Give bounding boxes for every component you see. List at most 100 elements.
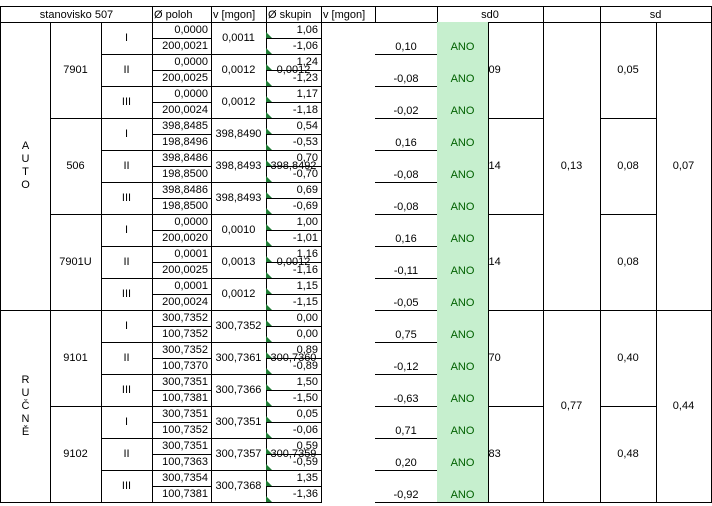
angle-face-2: 100,7363 — [152, 454, 212, 471]
angle-face-2: 100,7370 — [152, 358, 212, 375]
oprava-v-skupin: -0,05 — [375, 278, 438, 311]
angle-face-2: 198,8496 — [152, 134, 212, 151]
oprava-v-2: 0,00 — [266, 326, 322, 343]
header-oprava-v-skupin: v [mgon] — [321, 6, 376, 23]
oprava-v-skupin: 0,16 — [375, 214, 438, 247]
oprava-v-1: 1,50 — [266, 374, 322, 391]
series-roman: III — [101, 374, 153, 407]
header-gap — [543, 6, 601, 23]
target-sd: 0,08 — [600, 118, 657, 215]
angle-face-1: 0,0000 — [152, 22, 212, 39]
status-ano: ANO — [437, 182, 489, 215]
header-sd0: sd0 — [437, 6, 544, 23]
status-ano: ANO — [437, 310, 489, 343]
group-sd0: 0,77 — [543, 310, 601, 503]
oprava-v-skupin: -0,02 — [375, 86, 438, 119]
series-roman: III — [101, 86, 153, 119]
target-sd: 0,08 — [600, 214, 657, 311]
angle-face-2: 200,0021 — [152, 38, 212, 55]
angle-face-2: 100,7352 — [152, 326, 212, 343]
header-blank — [375, 6, 438, 23]
series-roman: II — [101, 342, 153, 375]
target-sd: 0,40 — [600, 310, 657, 407]
oprava-v-2: -0,06 — [266, 422, 322, 439]
series-roman: II — [101, 150, 153, 183]
angle-face-2: 198,8500 — [152, 166, 212, 183]
oprava-v-1: 1,24 — [266, 54, 322, 71]
oprava-v-2: -1,50 — [266, 390, 322, 407]
oprava-v-1: 0,00 — [266, 310, 322, 327]
group-sd: 0,07 — [656, 22, 712, 311]
angle-face-1: 0,0000 — [152, 214, 212, 231]
series-roman: I — [101, 22, 153, 55]
oprava-v-2: -0,69 — [266, 198, 322, 215]
series-prumer-poloh: 0,0012 — [211, 86, 267, 119]
angle-face-2: 100,7381 — [152, 390, 212, 407]
series-prumer-poloh: 300,7366 — [211, 374, 267, 407]
oprava-v-skupin: -0,11 — [375, 246, 438, 279]
series-prumer-poloh: 0,0010 — [211, 214, 267, 247]
angle-face-1: 0,0001 — [152, 278, 212, 295]
angle-face-1: 398,8486 — [152, 182, 212, 199]
oprava-v-2: -0,59 — [266, 454, 322, 471]
angle-face-1: 300,7354 — [152, 470, 212, 487]
series-prumer-poloh: 300,7357 — [211, 438, 267, 471]
oprava-v-1: 1,00 — [266, 214, 322, 231]
status-ano: ANO — [437, 246, 489, 279]
oprava-v-1: 1,06 — [266, 22, 322, 39]
oprava-v-1: 1,16 — [266, 246, 322, 263]
oprava-v-2: -1,15 — [266, 294, 322, 311]
angle-face-2: 200,0024 — [152, 102, 212, 119]
oprava-v-2: -1,18 — [266, 102, 322, 119]
angle-face-2: 200,0025 — [152, 262, 212, 279]
oprava-v-1: 0,54 — [266, 118, 322, 135]
angle-face-1: 300,7352 — [152, 342, 212, 359]
oprava-v-1: 0,59 — [266, 438, 322, 455]
header-prumer-poloh: Ø poloh — [152, 6, 212, 23]
series-prumer-poloh: 0,0012 — [211, 278, 267, 311]
target-name: 9101 — [50, 310, 102, 407]
status-ano: ANO — [437, 438, 489, 471]
oprava-v-skupin: 0,16 — [375, 118, 438, 151]
status-ano: ANO — [437, 406, 489, 439]
angle-face-1: 300,7351 — [152, 438, 212, 455]
oprava-v-2: -1,01 — [266, 230, 322, 247]
series-prumer-poloh: 300,7368 — [211, 470, 267, 503]
oprava-v-2: -1,16 — [266, 262, 322, 279]
target-name: 506 — [50, 118, 102, 215]
target-sd: 0,05 — [600, 22, 657, 119]
status-ano: ANO — [437, 470, 489, 503]
oprava-v-skupin: -0,92 — [375, 470, 438, 503]
series-prumer-poloh: 0,0012 — [211, 54, 267, 87]
oprava-v-2: -0,70 — [266, 166, 322, 183]
series-roman: I — [101, 118, 153, 151]
status-ano: ANO — [437, 22, 489, 55]
angle-face-2: 100,7381 — [152, 486, 212, 503]
angle-face-1: 300,7352 — [152, 310, 212, 327]
series-prumer-poloh: 398,8493 — [211, 182, 267, 215]
header-prumer-skupin: Ø skupin — [266, 6, 322, 23]
target-name: 9102 — [50, 406, 102, 503]
target-name: 7901 — [50, 22, 102, 119]
oprava-v-skupin: -0,08 — [375, 150, 438, 183]
series-prumer-poloh: 398,8490 — [211, 118, 267, 151]
oprava-v-2: -1,23 — [266, 70, 322, 87]
status-ano: ANO — [437, 342, 489, 375]
angle-face-1: 0,0001 — [152, 246, 212, 263]
status-ano: ANO — [437, 86, 489, 119]
target-name: 7901U — [50, 214, 102, 311]
status-ano: ANO — [437, 150, 489, 183]
oprava-v-skupin: 0,20 — [375, 438, 438, 471]
series-prumer-poloh: 300,7351 — [211, 406, 267, 439]
series-roman: I — [101, 406, 153, 439]
angle-face-2: 100,7352 — [152, 422, 212, 439]
status-ano: ANO — [437, 118, 489, 151]
status-ano: ANO — [437, 374, 489, 407]
angle-face-2: 200,0025 — [152, 70, 212, 87]
oprava-v-skupin: 0,10 — [375, 22, 438, 55]
series-prumer-poloh: 0,0011 — [211, 22, 267, 55]
series-roman: III — [101, 182, 153, 215]
angle-face-2: 200,0024 — [152, 294, 212, 311]
